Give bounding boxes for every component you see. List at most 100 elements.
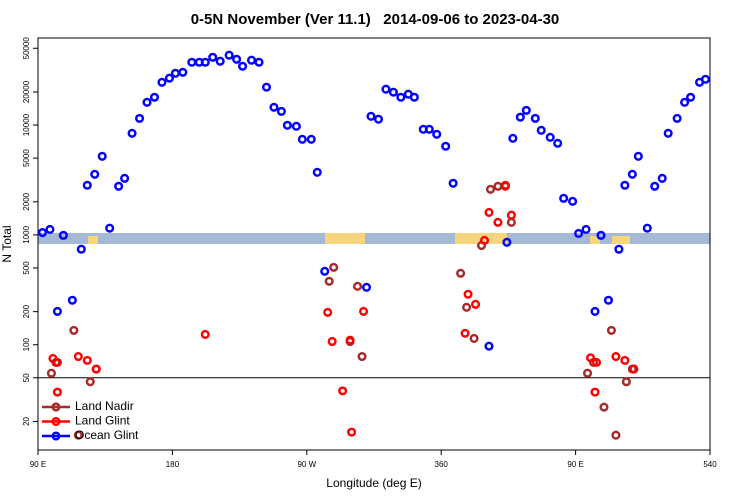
data-point [261, 82, 272, 92]
legend-label: Ocean Glint [75, 428, 139, 442]
data-point [485, 184, 496, 194]
data-point [500, 180, 510, 190]
y-tick-label: 100 [22, 337, 31, 351]
data-point [381, 84, 391, 94]
data-point [508, 133, 518, 143]
data-point [663, 128, 673, 138]
data-point [388, 87, 398, 97]
data-point [591, 357, 602, 367]
data-point [76, 244, 86, 254]
data-point [52, 387, 62, 397]
data-point [82, 355, 92, 365]
data-point [621, 377, 631, 387]
data-point [329, 262, 339, 272]
data-point [232, 54, 242, 64]
data-point [85, 377, 95, 387]
data-point [460, 328, 470, 338]
data-point [553, 138, 563, 148]
data-point [46, 368, 56, 378]
data-point [590, 306, 600, 316]
x-tick-label: 90 E [567, 460, 583, 469]
data-point [614, 244, 624, 254]
data-point [515, 112, 525, 122]
data-point [358, 306, 369, 316]
data-point [90, 169, 100, 179]
data-point [611, 430, 621, 440]
data-point [324, 276, 334, 286]
data-point [470, 299, 481, 309]
data-point [479, 235, 490, 245]
data-point [127, 128, 137, 138]
data-point [650, 181, 660, 191]
data-point [700, 74, 711, 84]
data-point [536, 125, 546, 135]
data-point [254, 57, 264, 67]
data-point [462, 302, 472, 312]
data-point [448, 178, 458, 188]
data-point [238, 61, 248, 71]
land-band [88, 236, 98, 244]
legend-label: Land Nadir [75, 399, 134, 413]
data-point [67, 295, 77, 305]
y-tick-label: 1000 [22, 225, 31, 243]
data-point [208, 52, 218, 62]
data-point [224, 50, 234, 60]
land-band [325, 233, 365, 244]
data-point [215, 56, 225, 66]
data-point [187, 57, 197, 67]
data-point [582, 368, 593, 378]
data-point [599, 402, 609, 412]
data-point [484, 207, 494, 218]
y-tick-label: 20000 [22, 80, 31, 103]
x-tick-label: 540 [703, 460, 717, 469]
data-point [629, 364, 639, 374]
data-point [585, 353, 596, 363]
x-tick-label: 180 [166, 460, 180, 469]
data-point [469, 333, 479, 344]
data-point [545, 132, 555, 142]
data-point [323, 307, 333, 317]
data-point [291, 121, 301, 131]
data-point [276, 106, 286, 116]
data-point [493, 217, 503, 227]
y-tick-label: 200 [22, 304, 31, 318]
data-point [611, 352, 621, 362]
data-point [493, 181, 503, 191]
legend-marker [51, 402, 61, 412]
x-tick-label: 90 E [30, 460, 46, 469]
data-point [463, 289, 473, 299]
legend-marker [51, 431, 61, 441]
data-point [603, 295, 614, 305]
data-point [73, 352, 83, 362]
data-point [581, 224, 591, 235]
data-point [441, 141, 451, 151]
x-tick-label: 90 W [297, 460, 316, 469]
y-tick-label: 5000 [22, 149, 31, 167]
data-point [347, 427, 357, 437]
data-point [373, 114, 384, 124]
data-point [97, 151, 107, 161]
land-band [612, 236, 630, 244]
data-point [142, 97, 152, 107]
y-tick-label: 50000 [22, 37, 31, 60]
y-tick-label: 500 [22, 261, 31, 275]
data-point [320, 266, 330, 276]
data-point [672, 113, 682, 123]
data-point [312, 167, 322, 177]
y-tick-label: 10000 [22, 113, 31, 136]
data-point [606, 325, 616, 335]
data-point [590, 387, 600, 397]
data-point [568, 196, 578, 206]
data-point [246, 55, 257, 65]
data-point [120, 173, 130, 183]
y-tick-label: 2000 [22, 192, 31, 210]
data-point [345, 335, 355, 345]
data-point [620, 355, 630, 365]
data-point [596, 230, 606, 240]
x-tick-label: 360 [435, 460, 449, 469]
chart-title: 0-5N November (Ver 11.1) 2014-09-06 to 2… [191, 11, 560, 28]
data-point [91, 364, 101, 374]
data-point [680, 97, 690, 107]
data-point [506, 217, 516, 227]
